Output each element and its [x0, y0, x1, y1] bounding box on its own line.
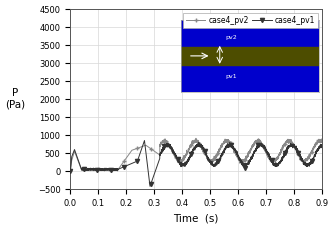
- case4_pv1: [165, 143, 169, 146]
- case4_pv2: [320, 139, 324, 141]
- case4_pv2: [315, 142, 319, 145]
- X-axis label: Time  (s): Time (s): [173, 213, 219, 224]
- case4_pv1: [288, 145, 292, 148]
- Y-axis label: P
(Pa): P (Pa): [6, 88, 26, 110]
- case4_pv1: [176, 159, 180, 162]
- case4_pv2: [288, 140, 292, 142]
- case4_pv2: [112, 168, 116, 171]
- case4_pv1: [315, 148, 319, 151]
- Line: case4_pv1: case4_pv1: [68, 139, 324, 188]
- case4_pv2: [68, 170, 72, 172]
- case4_pv1: [112, 169, 116, 171]
- case4_pv2: [97, 169, 101, 172]
- case4_pv1: [97, 168, 101, 171]
- case4_pv2: [194, 137, 198, 140]
- case4_pv2: [165, 140, 169, 143]
- case4_pv1: [320, 145, 324, 148]
- Line: case4_pv2: case4_pv2: [68, 136, 324, 174]
- case4_pv2: [176, 158, 180, 161]
- case4_pv1: [68, 170, 72, 172]
- case4_pv1: [148, 185, 152, 188]
- case4_pv1: [142, 139, 146, 142]
- Legend: case4_pv2, case4_pv1: case4_pv2, case4_pv1: [183, 13, 318, 28]
